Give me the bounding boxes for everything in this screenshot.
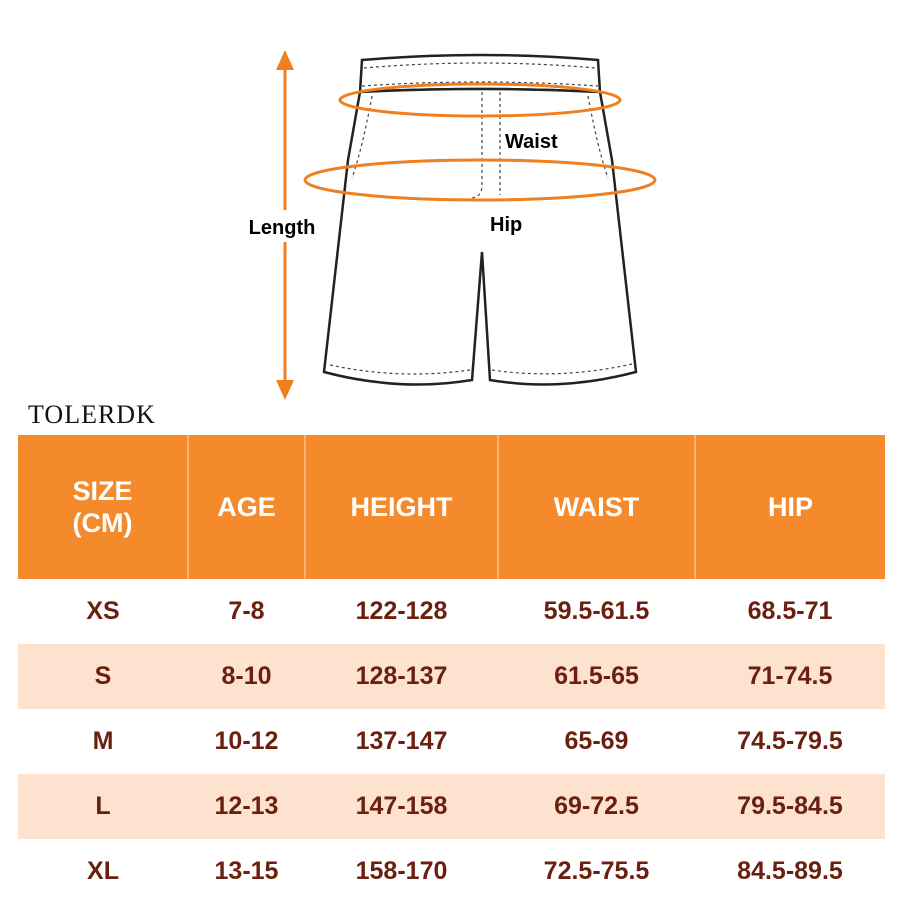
size-cell: 122-128 <box>355 597 448 625</box>
size-cell: 137-147 <box>355 727 448 755</box>
size-cell: 59.5-61.5 <box>543 597 650 625</box>
size-cell: XS <box>86 597 120 625</box>
size-row: L 12-13 147-158 69-72.5 79.5-84.5 <box>18 774 885 839</box>
size-row: M 10-12 137-147 65-69 74.5-79.5 <box>18 709 885 774</box>
length-label: Length <box>249 217 316 239</box>
size-cell: 72.5-75.5 <box>543 857 650 885</box>
size-cell: 12-13 <box>188 774 305 839</box>
size-row: XS 7-8 122-128 59.5-61.5 68.5-71 <box>18 579 885 644</box>
size-cell: L <box>18 774 188 839</box>
size-cell: 69-72.5 <box>498 774 695 839</box>
size-cell: 8-10 <box>188 644 305 709</box>
header-cell: SIZE (CM) <box>18 435 189 579</box>
size-cell: S <box>18 644 188 709</box>
hip-label: Hip <box>490 214 522 236</box>
waist-label: Waist <box>505 131 558 153</box>
size-cell: 84.5-89.5 <box>737 857 843 885</box>
brand: TOLERDK <box>28 400 156 429</box>
size-cell: XL <box>87 857 119 885</box>
size-row: XL 13-15 158-170 72.5-75.5 84.5-89.5 <box>18 839 885 904</box>
size-cell: 128-137 <box>305 644 498 709</box>
header-cell: HEIGHT <box>305 435 499 579</box>
size-cell: 158-170 <box>355 857 448 885</box>
header-cell: AGE <box>188 435 306 579</box>
size-row: S 8-10 128-137 61.5-65 71-74.5 <box>18 644 885 709</box>
header-cell: WAIST <box>498 435 696 579</box>
size-cell: 7-8 <box>228 597 265 625</box>
header-cell: HIP <box>695 435 885 579</box>
size-cell: 10-12 <box>214 727 279 755</box>
size-cell: 79.5-84.5 <box>695 774 885 839</box>
size-table: SIZE (CM) AGE HEIGHT WAIST HIP XS 7-8 122-128 5… <box>18 435 885 904</box>
size-cell: M <box>92 727 114 755</box>
size-cell: 13-15 <box>214 857 279 885</box>
size-cell: 65-69 <box>564 727 629 755</box>
header-row: SIZE (CM) AGE HEIGHT WAIST HIP <box>18 435 885 579</box>
size-cell: 71-74.5 <box>695 644 885 709</box>
size-cell: 74.5-79.5 <box>737 727 843 755</box>
shorts-diagram: Length Waist Hip <box>240 50 657 400</box>
size-cell: 147-158 <box>305 774 498 839</box>
size-cell: 61.5-65 <box>498 644 695 709</box>
size-cell: 68.5-71 <box>747 597 833 625</box>
